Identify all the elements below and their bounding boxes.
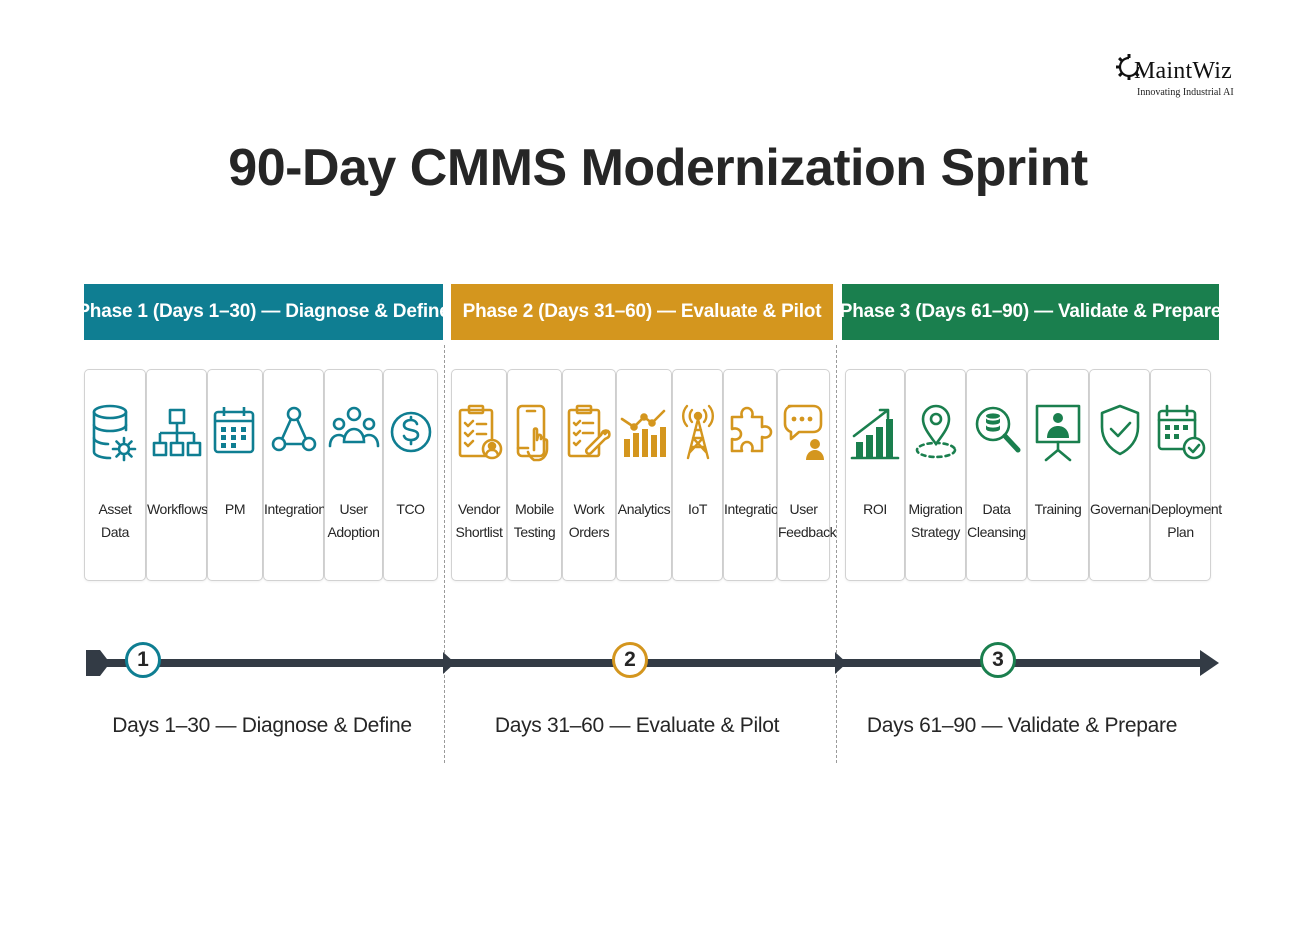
phase-1-marker: 1 (125, 642, 161, 678)
card-label: Integration (724, 501, 786, 517)
phase-3-cards: ROI Migration Strategy Data Cleansin (845, 369, 1222, 581)
card-label: Asset Data (98, 501, 132, 540)
card-label: Analytics (617, 501, 671, 517)
card-training: Training (1027, 369, 1089, 581)
workflow-hierarchy-icon (152, 402, 202, 468)
card-integrations: Integrations (263, 369, 333, 581)
phase-divider (836, 345, 837, 763)
card-vendor-shortlist: Vendor Shortlist (451, 369, 507, 581)
card-label: Deployment Plan (1151, 501, 1222, 540)
card-workflows: Workflows (146, 369, 208, 581)
phase-1-header: Phase 1 (Days 1–30) — Diagnose & Define (77, 284, 450, 340)
radio-tower-icon (673, 402, 723, 468)
card-mobile-testing: Mobile Testing (507, 369, 562, 581)
card-user-adoption: User Adoption (324, 369, 383, 581)
dollar-circle-icon (386, 402, 436, 468)
card-label: User Adoption (327, 501, 380, 540)
card-roi: ROI (845, 369, 905, 581)
card-migration-strategy: Migration Strategy (905, 369, 966, 581)
puzzle-piece-icon (725, 402, 775, 468)
card-label: Work Orders (568, 501, 610, 540)
phase-1-cards: Asset Data Workflows (84, 369, 438, 581)
phase-2-marker: 2 (612, 642, 648, 678)
card-label: User Feedback (778, 501, 837, 540)
card-label: Training (1034, 501, 1082, 517)
timeline-segment-arrow (835, 652, 847, 674)
chat-user-icon (779, 402, 829, 468)
location-pin-icon (911, 402, 961, 468)
phase-3-marker: 3 (980, 642, 1016, 678)
card-label: Governance (1090, 501, 1163, 517)
card-label: Integrations (264, 501, 333, 517)
timeline-segment-arrow (443, 652, 455, 674)
card-deployment-plan: Deployment Plan (1150, 369, 1222, 581)
shield-check-icon (1095, 402, 1145, 468)
card-label: IoT (687, 501, 708, 517)
network-nodes-icon (269, 402, 319, 468)
card-label: Workflows (147, 501, 208, 517)
card-label: Migration Strategy (908, 501, 963, 540)
phase-2-header: Phase 2 (Days 31–60) — Evaluate & Pilot (451, 284, 833, 340)
logo-tagline: Innovating Industrial AI (1137, 87, 1234, 98)
card-iot: IoT (672, 369, 723, 581)
timeline-start-cap (86, 650, 110, 676)
card-label: Data Cleansing (967, 501, 1026, 540)
growth-chart-icon (850, 402, 900, 468)
maintwiz-logo: MaintWiz Innovating Industrial AI (1112, 52, 1262, 102)
card-tco: TCO (383, 369, 438, 581)
calendar-icon (210, 402, 260, 468)
card-label: TCO (396, 501, 425, 517)
phase-3-day-label: Days 61–90 — Validate & Prepare (866, 714, 1178, 737)
clipboard-checklist-icon (454, 402, 504, 468)
phase-divider (444, 345, 445, 763)
card-label: Vendor Shortlist (455, 501, 503, 540)
card-work-orders: Work Orders (562, 369, 616, 581)
gear-icon (1116, 54, 1140, 80)
card-label: Mobile Testing (513, 501, 556, 540)
timeline-bar (100, 659, 1206, 667)
card-label: PM (224, 501, 246, 517)
card-asset-data: Asset Data (84, 369, 146, 581)
users-group-icon (328, 402, 379, 468)
card-analytics: Analytics (616, 369, 672, 581)
card-governance: Governance (1089, 369, 1163, 581)
card-label: ROI (863, 501, 887, 517)
presentation-board-icon (1033, 402, 1083, 468)
logo-name: MaintWiz (1134, 58, 1232, 84)
card-integration: Integration (723, 369, 786, 581)
calendar-check-icon (1156, 402, 1206, 468)
clipboard-wrench-icon (564, 402, 614, 468)
phase-1-day-label: Days 1–30 — Diagnose & Define (112, 714, 412, 737)
phase-2-day-label: Days 31–60 — Evaluate & Pilot (494, 714, 780, 737)
card-user-feedback: User Feedback (777, 369, 837, 581)
card-data-cleansing: Data Cleansing (966, 369, 1027, 581)
bar-chart-trend-icon (619, 402, 669, 468)
card-pm: PM (207, 369, 263, 581)
timeline-end-arrow (1200, 650, 1219, 676)
database-gear-icon (90, 402, 140, 468)
database-search-icon (972, 402, 1022, 468)
phase-3-header: Phase 3 (Days 61–90) — Validate & Prepar… (840, 284, 1221, 340)
page-title: 90-Day CMMS Modernization Sprint (228, 139, 1088, 197)
mobile-touch-icon (510, 402, 560, 468)
phase-2-cards: Vendor Shortlist Mobile Testing Work Ord… (451, 369, 837, 581)
